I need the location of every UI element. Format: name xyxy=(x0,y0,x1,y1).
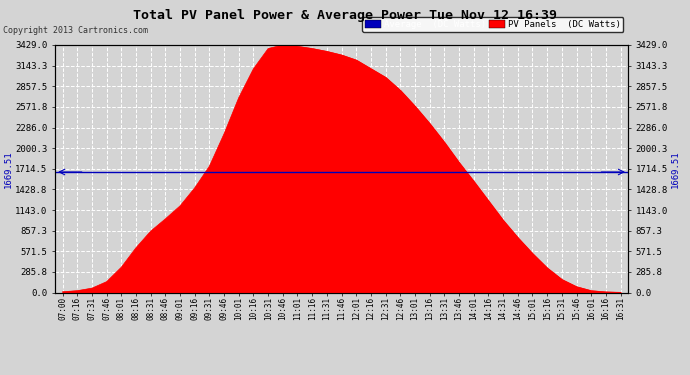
Y-axis label: 1669.51: 1669.51 xyxy=(671,150,680,188)
Legend: Average  (DC Watts), PV Panels  (DC Watts): Average (DC Watts), PV Panels (DC Watts) xyxy=(362,17,623,32)
Text: Copyright 2013 Cartronics.com: Copyright 2013 Cartronics.com xyxy=(3,26,148,35)
Text: Total PV Panel Power & Average Power Tue Nov 12 16:39: Total PV Panel Power & Average Power Tue… xyxy=(133,9,557,22)
Y-axis label: 1669.51: 1669.51 xyxy=(3,150,12,188)
